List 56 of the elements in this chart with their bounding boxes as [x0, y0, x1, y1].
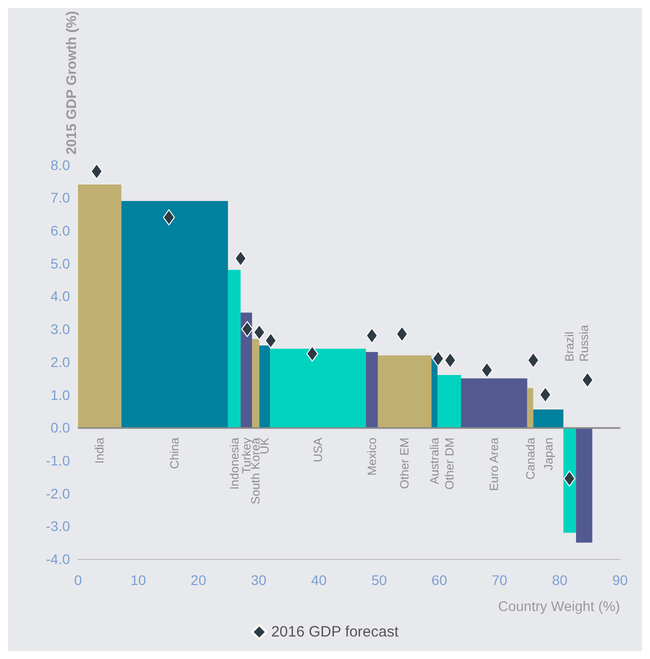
x-tick-label: 90: [612, 572, 628, 588]
x-tick-label: 60: [432, 572, 448, 588]
x-tick-label: 40: [311, 572, 327, 588]
y-tick-label: -1.0: [46, 452, 70, 468]
y-tick-label: 0.0: [50, 420, 70, 436]
point: [234, 250, 247, 266]
point: [90, 163, 103, 180]
point: [480, 362, 493, 378]
point: [162, 209, 175, 226]
y-tick-label: -3.0: [46, 518, 70, 534]
y-tick-label: -2.0: [46, 485, 70, 502]
point: [527, 352, 540, 368]
y-tick-label: 7.0: [50, 190, 70, 206]
x-tick-label: 70: [492, 572, 508, 588]
point: [581, 372, 594, 388]
point: [241, 321, 254, 338]
point: [253, 324, 266, 340]
category-label: USA: [310, 438, 325, 462]
category-label: Other EM: [398, 438, 412, 489]
category-label: Russia: [577, 324, 592, 362]
y-axis-title: 2015 GDP Growth (%): [63, 11, 79, 155]
point: [264, 332, 277, 349]
point: [366, 328, 378, 344]
category-label: Canada: [523, 438, 538, 480]
point: [444, 352, 456, 368]
y-tick-label: -4.0: [46, 551, 70, 567]
x-tick-label: 10: [130, 572, 146, 588]
category-label: Brazil: [562, 332, 577, 362]
point: [396, 326, 408, 342]
y-tick-label: 1.0: [50, 386, 70, 403]
point: [432, 350, 444, 367]
point: [306, 346, 318, 362]
category-label: Australia: [428, 438, 442, 484]
x-tick-label: 30: [250, 572, 267, 588]
point: [563, 470, 576, 487]
y-tick-label: 5.0: [50, 255, 70, 272]
category-label: Indonesia: [227, 438, 242, 490]
y-tick-label: 6.0: [50, 222, 70, 239]
y-tick-label: 2.0: [50, 354, 70, 370]
category-label: China: [168, 438, 182, 469]
legend-label: 2016 GDP forecast: [271, 624, 400, 640]
point: [539, 386, 552, 403]
category-label: Turkey: [239, 438, 254, 474]
y-tick-label: 3.0: [50, 321, 70, 338]
y-tick-label: 4.0: [50, 288, 70, 304]
y-tick-label: 8.0: [50, 156, 70, 173]
x-tick-label: 0: [74, 572, 82, 588]
category-label: India: [92, 438, 107, 464]
category-label: Japan: [541, 438, 556, 470]
x-tick-label: 80: [552, 572, 568, 588]
category-label: Mexico: [364, 438, 379, 476]
category-label: Other DM: [442, 438, 456, 490]
category-label: Euro Area: [487, 438, 502, 491]
x-tick-label: 50: [371, 572, 388, 588]
x-axis-title: Country Weight (%): [498, 598, 620, 614]
x-tick-label: 20: [190, 572, 206, 588]
